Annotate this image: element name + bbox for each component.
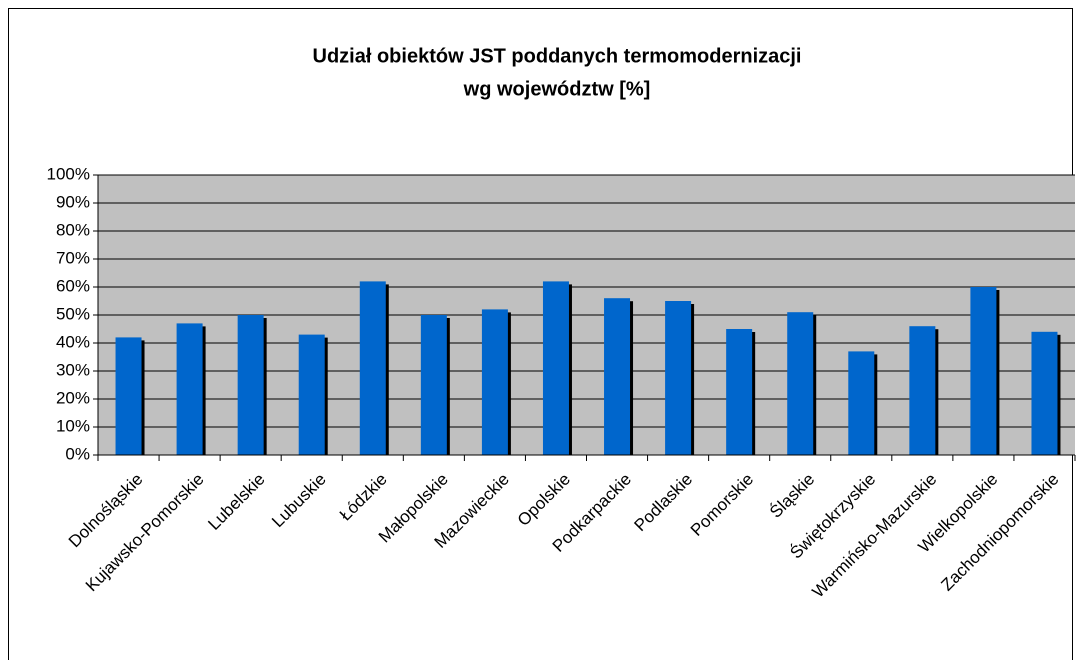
bar: [237, 315, 264, 455]
bar: [970, 287, 997, 455]
chart-title: Udział obiektów JST poddanych termomoder…: [313, 45, 802, 67]
bar: [359, 281, 386, 455]
y-tick-label: 100%: [47, 164, 90, 183]
bar: [420, 315, 447, 455]
y-tick-label: 50%: [56, 304, 90, 323]
y-tick-label: 30%: [56, 360, 90, 379]
y-tick-label: 0%: [65, 444, 90, 463]
y-tick-label: 70%: [56, 248, 90, 267]
bar: [176, 323, 203, 455]
bar: [1031, 331, 1058, 455]
y-tick-label: 20%: [56, 388, 90, 407]
y-tick-label: 90%: [56, 192, 90, 211]
bar: [604, 298, 631, 455]
bar: [298, 334, 325, 455]
y-tick-label: 40%: [56, 332, 90, 351]
chart-title: wg województw [%]: [463, 78, 651, 100]
bar: [787, 312, 814, 455]
bar: [481, 309, 508, 455]
bar: [848, 351, 875, 455]
bar: [909, 326, 936, 455]
y-tick-label: 10%: [56, 416, 90, 435]
y-tick-label: 60%: [56, 276, 90, 295]
bar: [665, 301, 692, 455]
y-tick-label: 80%: [56, 220, 90, 239]
bar: [542, 281, 569, 455]
bar: [115, 337, 142, 455]
bar: [726, 329, 753, 455]
